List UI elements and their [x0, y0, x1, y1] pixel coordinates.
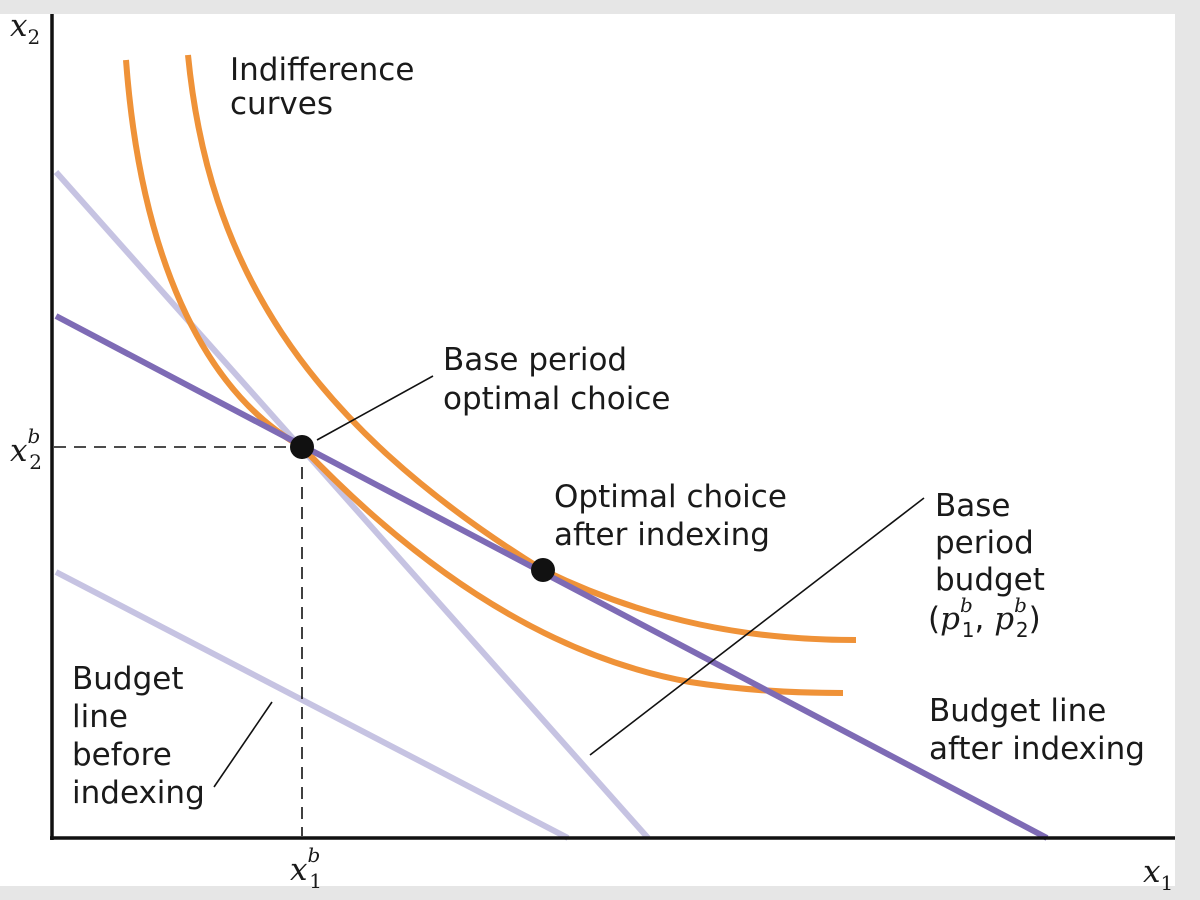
x1b-tick-label: xb 1 [290, 843, 322, 893]
indexed-choice-line-1: Optimal choice [554, 479, 787, 515]
x2b-tick-label: xb 2 [10, 424, 42, 474]
base-period-optimal-point [290, 435, 314, 459]
base-budget-line-1: Base [935, 488, 1011, 524]
base-choice-line-2: optimal choice [443, 381, 670, 417]
budget-after-line-2: after indexing [929, 731, 1145, 767]
budget-before-line-3: before [72, 737, 172, 773]
base-budget-line-2: period [935, 525, 1034, 561]
leader-budget-before [213, 701, 273, 788]
budget-before-line-1: Budget [72, 661, 184, 697]
base-choice-label: Base period optimal choice [443, 342, 670, 417]
base-choice-line-1: Base period [443, 342, 627, 378]
indifference-curves-label: Indifference curves [230, 52, 414, 122]
frame-top [0, 0, 1200, 14]
indifference-curves-line-1: Indifference [230, 52, 414, 88]
leader-base-budget [589, 497, 925, 756]
frame-right [1175, 0, 1200, 900]
indifference-curve-high [185, 54, 857, 643]
indexed-choice-line-2: after indexing [554, 517, 770, 553]
leader-base-choice [316, 375, 434, 441]
base-budget-line-3: budget [935, 562, 1045, 598]
indifference-curve-low [123, 59, 844, 696]
budget-before-line-2: line [72, 699, 128, 735]
indexed-optimal-point [531, 558, 555, 582]
budget-before-label: Budget line before indexing [72, 661, 205, 811]
frame-bottom [0, 886, 1200, 900]
indifference-curves-line-2: curves [230, 86, 333, 122]
y-axis-label: x2 [10, 8, 40, 49]
base-budget-label: Base period budget (pb 1, pb 2) [928, 488, 1045, 642]
budget-before-line-4: indexing [72, 775, 205, 811]
budget-line-before-indexing [54, 569, 570, 841]
x-axis-label: x1 [1143, 854, 1173, 895]
base-period-budget-line [53, 170, 651, 840]
budget-after-label: Budget line after indexing [929, 693, 1145, 767]
indexed-choice-label: Optimal choice after indexing [554, 479, 787, 553]
budget-after-line-1: Budget line [929, 693, 1106, 729]
base-budget-prices: (pb 1, pb 2) [928, 593, 1041, 642]
